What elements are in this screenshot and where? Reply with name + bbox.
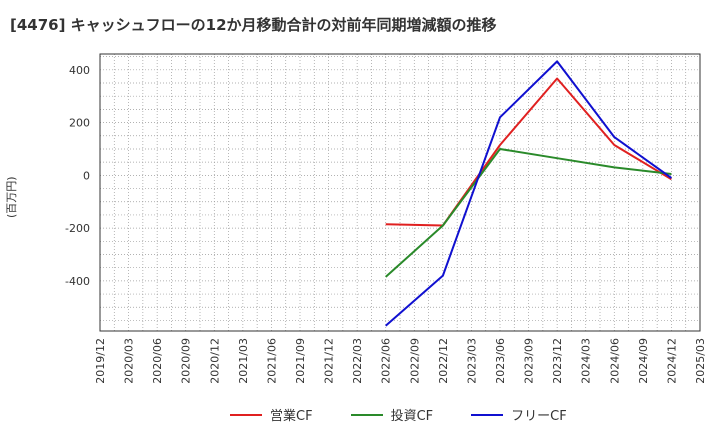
x-tick-label: 2022/09: [408, 338, 421, 384]
tick-label-layer: 400 200 0 -200 -400 2019/12 2020/03 2020/06 2020…: [65, 64, 707, 384]
x-tick-label: 2019/12: [94, 338, 107, 384]
x-tick-label: 2020/12: [208, 338, 221, 384]
x-tick-label: 2023/06: [494, 338, 507, 384]
legend-item-free: フリーCF: [471, 405, 567, 424]
axis-layer: [99, 53, 701, 332]
x-tick-label: 2021/06: [265, 338, 278, 384]
y-tick-label: 0: [83, 169, 90, 182]
legend-swatch-operating: [230, 413, 262, 416]
y-tick-label: 400: [69, 64, 90, 77]
legend: 営業CF 投資CF フリーCF: [230, 405, 567, 424]
x-tick-label: 2022/06: [380, 338, 393, 384]
y-tick-label: -400: [65, 275, 90, 288]
x-tick-label: 2022/12: [437, 338, 450, 384]
legend-swatch-free: [471, 413, 504, 416]
x-tick-label: 2021/12: [323, 338, 336, 384]
legend-label-operating: 営業CF: [270, 409, 313, 424]
legend-label-free: フリーCF: [511, 409, 567, 424]
x-tick-label: 2023/12: [551, 338, 564, 384]
series-line-1: [385, 148, 672, 278]
x-tick-label: 2023/09: [523, 338, 536, 384]
y-tick-label: 200: [69, 117, 90, 130]
x-tick-label: 2022/03: [351, 338, 364, 384]
legend-label-investing: 投資CF: [390, 409, 434, 424]
grid-layer: [99, 54, 701, 331]
series-line-2: [385, 60, 672, 327]
x-tick-label: 2024/06: [608, 338, 621, 384]
x-tick-label: 2021/03: [237, 338, 250, 384]
x-tick-label: 2021/09: [294, 338, 307, 384]
x-tick-label: 2020/06: [151, 338, 164, 384]
y-tick-label: -200: [65, 222, 90, 235]
legend-item-investing: 投資CF: [350, 405, 434, 424]
x-tick-label: 2024/03: [580, 338, 593, 384]
series-line-0: [385, 77, 672, 227]
x-tick-label: 2020/03: [123, 338, 136, 384]
plot-frame: [99, 53, 701, 332]
legend-swatch-investing: [350, 413, 383, 416]
x-tick-label: 2023/03: [465, 338, 478, 384]
x-tick-label: 2024/09: [637, 338, 650, 384]
x-tick-label: 2025/03: [694, 338, 707, 384]
legend-item-operating: 営業CF: [230, 405, 313, 424]
x-tick-label: 2024/12: [665, 338, 678, 384]
x-tick-label: 2020/09: [180, 338, 193, 384]
series-layer: [385, 60, 672, 327]
chart-title: [4476] キャッシュフローの12か月移動合計の対前年同期増減額の推移: [10, 16, 497, 34]
